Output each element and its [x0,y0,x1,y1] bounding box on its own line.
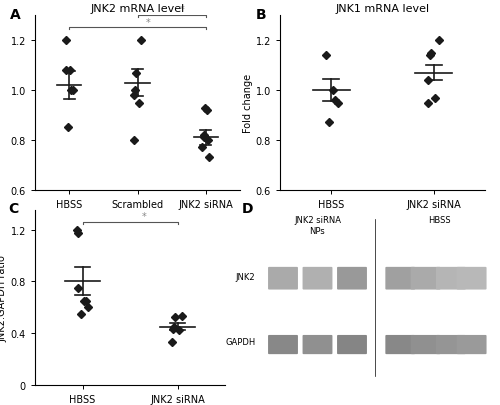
Text: C: C [8,202,18,216]
FancyBboxPatch shape [337,335,367,354]
Text: GAPDH: GAPDH [225,337,256,346]
Y-axis label: JNK2:GAPDH ratio: JNK2:GAPDH ratio [0,254,8,341]
FancyBboxPatch shape [456,335,486,354]
Text: *: * [180,5,184,15]
FancyBboxPatch shape [386,267,415,290]
FancyBboxPatch shape [302,267,332,290]
FancyBboxPatch shape [410,267,440,290]
FancyBboxPatch shape [268,267,298,290]
FancyBboxPatch shape [436,267,466,290]
Text: HBSS: HBSS [428,216,450,225]
FancyBboxPatch shape [337,267,367,290]
Y-axis label: Fold change: Fold change [243,74,253,133]
Title: JNK2 mRNA level: JNK2 mRNA level [90,4,184,14]
FancyBboxPatch shape [302,335,332,354]
FancyBboxPatch shape [456,267,486,290]
Text: JNK2 siRNA
NPs: JNK2 siRNA NPs [294,216,341,235]
Text: *: * [146,17,150,28]
Text: D: D [242,202,253,216]
FancyBboxPatch shape [268,335,298,354]
Text: A: A [10,7,21,21]
Text: JNK2: JNK2 [236,272,256,281]
FancyBboxPatch shape [386,335,415,354]
FancyBboxPatch shape [410,335,440,354]
Title: JNK1 mRNA level: JNK1 mRNA level [336,4,430,14]
FancyBboxPatch shape [436,335,466,354]
Text: B: B [256,7,266,21]
Text: *: * [142,212,146,222]
